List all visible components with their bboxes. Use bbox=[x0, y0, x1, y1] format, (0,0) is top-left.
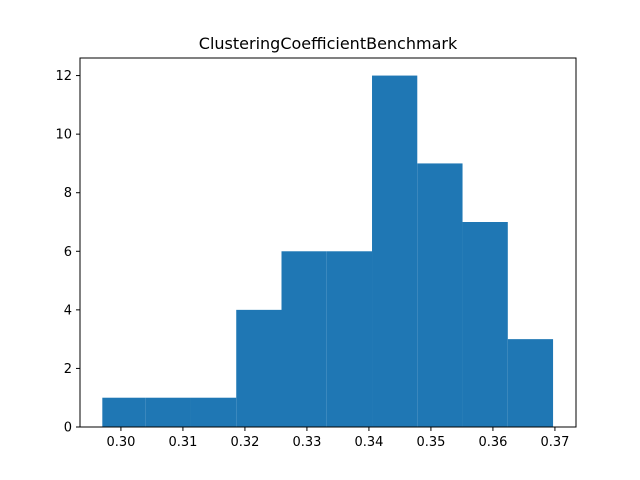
x-tick-label: 0.37 bbox=[540, 435, 569, 450]
histogram-bar-7 bbox=[372, 75, 418, 428]
x-tick-label: 0.33 bbox=[292, 435, 321, 450]
y-tick-label: 0 bbox=[64, 421, 72, 436]
y-tick-label: 2 bbox=[64, 362, 72, 377]
y-tick-label: 4 bbox=[64, 303, 72, 318]
histogram-bar-8 bbox=[417, 163, 463, 427]
x-tick-label: 0.31 bbox=[168, 435, 197, 450]
y-tick-label: 6 bbox=[64, 245, 72, 260]
x-axis: 0.30 0.31 0.32 0.33 0.34 0.35 0.36 0.37 bbox=[106, 427, 569, 450]
histogram-bar-1 bbox=[102, 397, 146, 427]
y-axis: 0 2 4 6 8 10 12 bbox=[55, 69, 80, 436]
x-tick-label: 0.34 bbox=[354, 435, 383, 450]
x-tick-label: 0.35 bbox=[416, 435, 445, 450]
histogram-bar-5 bbox=[281, 251, 327, 427]
histogram-bar-4 bbox=[236, 309, 282, 427]
histogram-bar-10 bbox=[507, 339, 554, 427]
axes-frame bbox=[79, 57, 577, 428]
histogram-bar-3 bbox=[190, 397, 237, 427]
chart-title: ClusteringCoefficientBenchmark bbox=[199, 34, 458, 53]
y-tick-label: 12 bbox=[55, 69, 72, 84]
bars-layer bbox=[102, 75, 554, 428]
x-tick-label: 0.32 bbox=[230, 435, 259, 450]
y-tick-label: 8 bbox=[64, 186, 72, 201]
x-tick-label: 0.36 bbox=[478, 435, 507, 450]
histogram-bar-9 bbox=[462, 222, 508, 427]
histogram-bar-2 bbox=[145, 397, 191, 427]
y-tick-label: 10 bbox=[55, 128, 72, 143]
histogram-bar-6 bbox=[326, 251, 373, 427]
x-tick-label: 0.30 bbox=[106, 435, 135, 450]
